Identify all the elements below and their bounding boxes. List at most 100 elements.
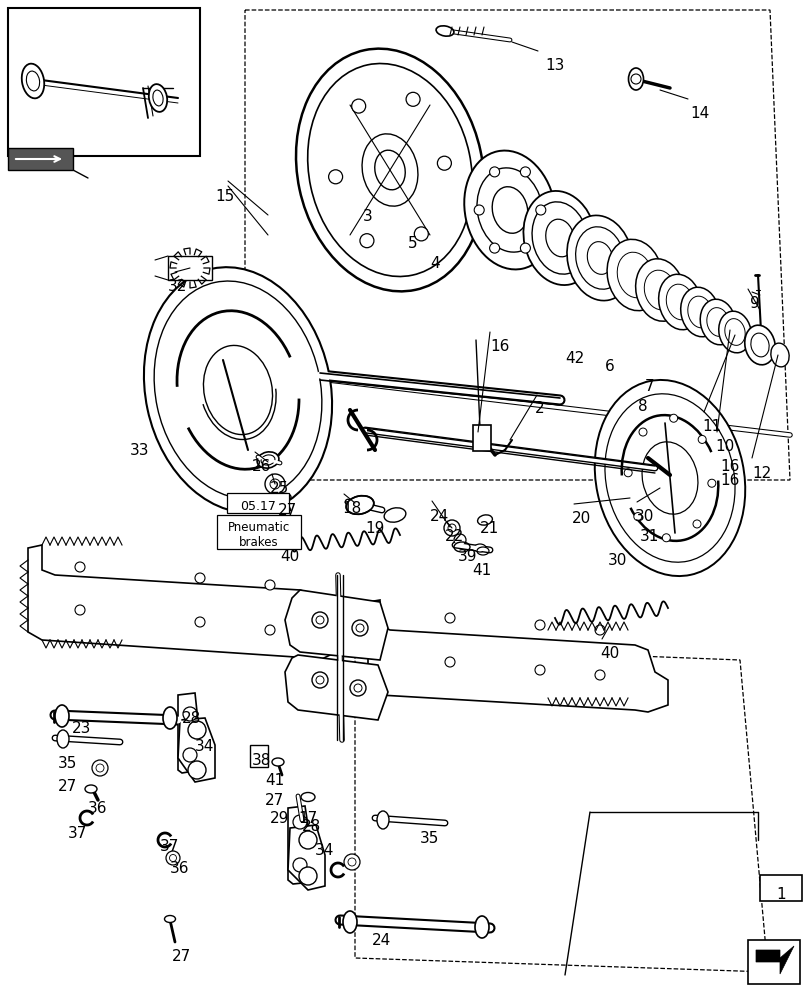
Text: 27: 27 — [172, 949, 191, 964]
Text: 24: 24 — [371, 933, 391, 948]
Bar — [747, 940, 799, 984]
Text: 4: 4 — [430, 256, 439, 271]
Ellipse shape — [384, 508, 406, 522]
Circle shape — [165, 851, 180, 865]
Circle shape — [344, 854, 359, 870]
Circle shape — [75, 562, 85, 572]
Ellipse shape — [474, 544, 486, 552]
Circle shape — [594, 670, 604, 680]
Bar — [250, 745, 268, 767]
Circle shape — [444, 520, 460, 536]
Circle shape — [638, 428, 646, 436]
Circle shape — [195, 573, 204, 583]
Text: 37: 37 — [160, 839, 179, 854]
Text: 35: 35 — [58, 756, 77, 771]
Text: 16: 16 — [719, 459, 739, 474]
Text: 42: 42 — [564, 351, 584, 366]
Circle shape — [298, 831, 316, 849]
Circle shape — [444, 657, 454, 667]
Circle shape — [520, 243, 530, 253]
Circle shape — [437, 156, 451, 170]
Polygon shape — [285, 655, 388, 720]
Ellipse shape — [491, 187, 527, 233]
Text: 12: 12 — [751, 466, 770, 481]
Text: 37: 37 — [68, 826, 88, 841]
Ellipse shape — [770, 343, 788, 367]
Circle shape — [311, 612, 328, 628]
Ellipse shape — [635, 259, 684, 321]
Circle shape — [195, 617, 204, 627]
Text: 35: 35 — [419, 831, 439, 846]
Text: 36: 36 — [169, 861, 189, 876]
Text: 1: 1 — [775, 887, 785, 902]
Ellipse shape — [272, 758, 284, 766]
Circle shape — [188, 761, 206, 779]
Ellipse shape — [345, 496, 373, 514]
Ellipse shape — [680, 287, 719, 337]
Circle shape — [594, 625, 604, 635]
Ellipse shape — [152, 90, 163, 106]
Circle shape — [707, 479, 715, 487]
Circle shape — [92, 760, 108, 776]
Text: 21: 21 — [479, 521, 499, 536]
Ellipse shape — [474, 916, 488, 938]
Ellipse shape — [566, 215, 633, 301]
Ellipse shape — [376, 811, 388, 829]
Circle shape — [293, 858, 307, 872]
Circle shape — [182, 748, 197, 762]
Circle shape — [351, 99, 365, 113]
Polygon shape — [178, 718, 215, 782]
Ellipse shape — [342, 911, 357, 933]
Text: 34: 34 — [315, 843, 334, 858]
Text: 16: 16 — [489, 339, 508, 354]
Ellipse shape — [744, 325, 775, 365]
Circle shape — [406, 92, 419, 106]
Circle shape — [298, 867, 316, 885]
Ellipse shape — [165, 915, 175, 922]
Text: 9: 9 — [749, 296, 759, 311]
Circle shape — [188, 721, 206, 739]
Text: 30: 30 — [634, 509, 654, 524]
Ellipse shape — [148, 84, 167, 112]
Ellipse shape — [57, 730, 69, 748]
Ellipse shape — [257, 452, 278, 468]
Text: 17: 17 — [298, 811, 317, 826]
FancyBboxPatch shape — [217, 515, 301, 549]
Circle shape — [633, 513, 641, 521]
Text: 22: 22 — [444, 529, 464, 544]
Text: 24: 24 — [430, 509, 448, 524]
Ellipse shape — [464, 151, 555, 269]
Circle shape — [328, 170, 342, 184]
Text: 40: 40 — [280, 549, 299, 564]
Bar — [8, 8, 200, 156]
Text: 36: 36 — [88, 801, 107, 816]
Text: 5: 5 — [407, 236, 417, 251]
Text: 10: 10 — [714, 439, 733, 454]
Circle shape — [311, 672, 328, 688]
Text: 16: 16 — [719, 473, 739, 488]
Text: 34: 34 — [195, 739, 214, 754]
Circle shape — [293, 815, 307, 829]
Ellipse shape — [296, 49, 483, 291]
Text: Pneumatic
brakes: Pneumatic brakes — [228, 521, 290, 549]
Circle shape — [692, 520, 700, 528]
Ellipse shape — [545, 219, 573, 257]
Ellipse shape — [718, 311, 750, 353]
Text: 32: 32 — [168, 279, 187, 294]
Text: 20: 20 — [571, 511, 590, 526]
Bar — [759, 875, 801, 901]
Bar — [168, 256, 212, 280]
Circle shape — [453, 534, 466, 546]
Text: 39: 39 — [457, 549, 477, 564]
Text: 13: 13 — [544, 58, 564, 73]
Text: 25: 25 — [270, 481, 289, 496]
Text: 15: 15 — [215, 189, 234, 204]
Text: 7: 7 — [644, 379, 654, 394]
Ellipse shape — [628, 68, 642, 90]
Circle shape — [662, 534, 670, 542]
Ellipse shape — [281, 493, 290, 500]
Circle shape — [669, 414, 677, 422]
Bar — [473, 425, 491, 451]
Circle shape — [359, 234, 373, 248]
Circle shape — [350, 680, 366, 696]
